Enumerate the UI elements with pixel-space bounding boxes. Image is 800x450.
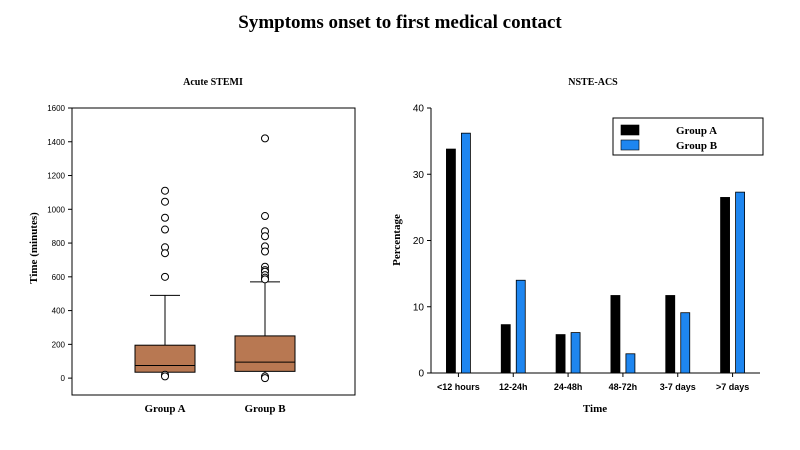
interquartile-box [134, 344, 196, 373]
outlier-point [161, 225, 169, 234]
bar-chart-y-tick-label: 10 [413, 302, 425, 313]
box-plot-y-axis: 0 200 400 600 800 1000 1200 1400 1600 [47, 104, 72, 383]
box-plot-y-tick-label: 400 [52, 307, 66, 316]
box-plot-title: Acute STEMI [183, 77, 243, 88]
outlier-point [161, 249, 169, 258]
legend-label: Group A [676, 125, 717, 137]
legend-swatch [620, 139, 640, 151]
bar-chart-legend: Group A Group B [612, 117, 764, 156]
bar-chart-x-tick-label: 24-48h [554, 382, 583, 392]
box-plot-y-tick-label: 0 [61, 374, 66, 383]
outlier-point [161, 186, 169, 195]
bar-group-b [515, 279, 526, 374]
bar-group-b [735, 191, 745, 374]
bar-chart-y-tick-label: 20 [413, 236, 425, 247]
outlier-point [261, 247, 269, 256]
legend-swatch [620, 124, 640, 136]
outlier-point [261, 232, 269, 241]
box-plot-x-tick-label: Group B [244, 403, 286, 415]
outlier-point [161, 213, 169, 222]
bar-group-b [461, 132, 471, 374]
bar-chart-y-axis-label: Percentage [391, 214, 403, 266]
bar-group-b [680, 312, 691, 374]
bar-chart-x-tick-label: 3-7 days [660, 382, 696, 392]
outlier-point [261, 212, 269, 221]
bar-group-b [570, 332, 581, 374]
box-1 [134, 186, 196, 381]
bar-group-a [665, 295, 676, 374]
bar-group-a [720, 197, 730, 374]
bar-chart-panel: NSTE-ACS Percentage Time 0 10 20 30 40 <12 h… [391, 77, 764, 415]
outlier-point [261, 134, 269, 143]
box-plot-y-tick-label: 800 [52, 239, 66, 248]
box-plot-marks [134, 134, 296, 383]
bar-chart-y-tick-label: 30 [413, 170, 425, 181]
bar-group-b [625, 353, 636, 374]
interquartile-box [234, 335, 296, 372]
bar-chart-title: NSTE-ACS [568, 77, 618, 88]
box-plot-y-tick-label: 1200 [47, 172, 65, 181]
bar-group-a [446, 148, 456, 374]
legend-label: Group B [676, 140, 718, 152]
box-plot-y-tick-label: 1000 [47, 205, 65, 214]
bar-chart-x-axis: <12 hours 12-24h 24-48h 48-72h 3-7 days >7 da… [431, 372, 760, 392]
bar-group-a [610, 295, 621, 374]
outlier-point [161, 272, 169, 281]
bar-chart-x-tick-label: 48-72h [609, 382, 638, 392]
box-plot-frame [71, 107, 356, 396]
bar-group-a [500, 324, 511, 374]
box-plot-y-axis-label: Time (minutes) [28, 212, 40, 284]
box-plot-y-tick-label: 200 [52, 340, 66, 349]
box-plot-x-tick-label: Group A [144, 403, 185, 415]
bar-chart-x-tick-label: 12-24h [499, 382, 528, 392]
bar-chart-y-tick-label: 0 [418, 369, 424, 380]
outlier-point [161, 372, 169, 381]
outlier-point [161, 197, 169, 206]
outlier-point [261, 275, 269, 284]
box-plot-panel: Acute STEMI Time (minutes) 0 200 400 600 800… [28, 77, 356, 415]
box-plot-x-axis: Group A Group B [144, 403, 286, 415]
bar-chart-x-tick-label: >7 days [716, 382, 749, 392]
bar-chart-x-tick-label: <12 hours [437, 382, 480, 392]
bar-chart-y-axis: 0 10 20 30 40 [413, 104, 432, 380]
figure-title: Symptoms onset to first medical contact [238, 12, 562, 33]
box-plot-y-tick-label: 1600 [47, 104, 65, 113]
outlier-point [261, 374, 269, 383]
bar-chart-x-axis-label: Time [583, 403, 607, 415]
box-plot-y-tick-label: 600 [52, 273, 66, 282]
bar-group-a [555, 334, 566, 374]
bar-chart-y-tick-label: 40 [413, 104, 425, 115]
box-plot-y-tick-label: 1400 [47, 138, 65, 147]
bar-chart-marks [446, 132, 745, 374]
box-2 [234, 134, 296, 383]
